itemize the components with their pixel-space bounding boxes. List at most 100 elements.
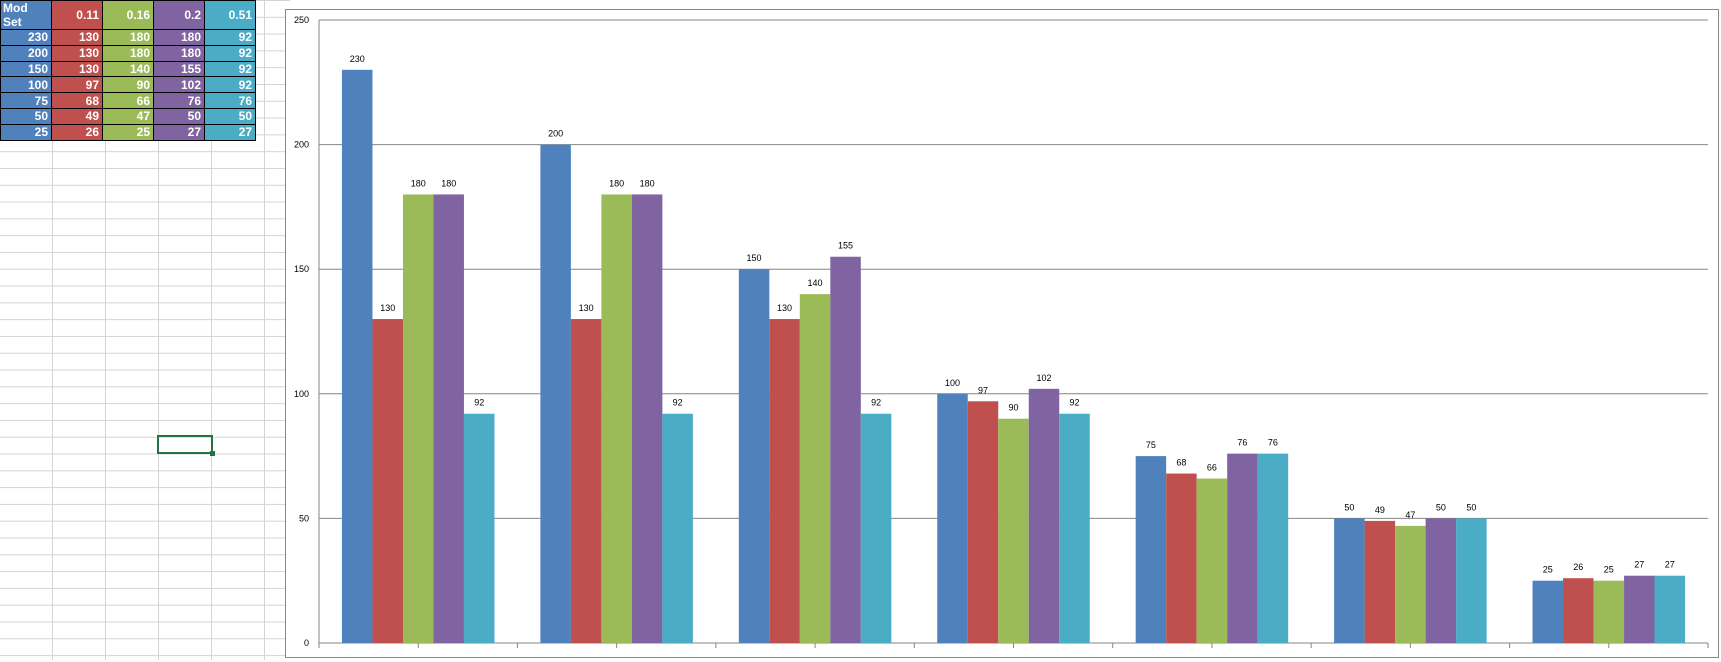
header-cell[interactable]: 0.16	[102, 0, 154, 30]
table-cell[interactable]: 155	[153, 60, 205, 78]
y-tick-label: 100	[294, 389, 309, 399]
data-label: 100	[945, 378, 960, 388]
data-label: 50	[1436, 502, 1446, 512]
data-label: 66	[1207, 463, 1217, 473]
data-label: 130	[777, 303, 792, 313]
header-cell[interactable]: 0.11	[51, 0, 103, 30]
data-label: 130	[579, 303, 594, 313]
table-cell[interactable]: 25	[0, 123, 52, 141]
table-cell[interactable]: 92	[204, 44, 256, 62]
bar	[738, 269, 770, 643]
table-cell[interactable]: 92	[204, 76, 256, 94]
bar	[1059, 413, 1090, 643]
data-label: 25	[1543, 565, 1553, 575]
y-tick-label: 50	[299, 513, 309, 523]
header-cell[interactable]: 0.51	[204, 0, 256, 30]
bar	[1135, 456, 1167, 643]
table-cell[interactable]: 230	[0, 29, 52, 46]
bar	[1593, 580, 1625, 643]
table-cell[interactable]: 97	[51, 76, 103, 94]
table-cell[interactable]: 180	[153, 29, 205, 46]
data-label: 50	[1344, 502, 1354, 512]
bar	[1166, 473, 1197, 643]
bar	[463, 413, 495, 643]
data-table: Mod Set 0.11 0.16 0.2 0.51 230 130 180 180 92 200 1…	[0, 0, 256, 141]
table-cell[interactable]: 66	[102, 92, 154, 109]
table-cell[interactable]: 130	[51, 29, 103, 46]
data-label: 50	[1466, 502, 1476, 512]
header-cell[interactable]: 0.2	[153, 0, 205, 30]
table-row: 75 68 66 76 76	[0, 92, 256, 109]
table-cell[interactable]: 47	[102, 107, 154, 125]
table-row: 25 26 25 27 27	[0, 123, 256, 141]
selected-cell[interactable]	[157, 435, 215, 456]
table-cell[interactable]: 92	[204, 60, 256, 78]
data-label: 25	[1604, 565, 1614, 575]
table-cell[interactable]: 100	[0, 76, 52, 94]
table-cell[interactable]: 68	[51, 92, 103, 109]
bar	[1334, 518, 1365, 643]
table-cell[interactable]: 180	[102, 44, 154, 62]
data-label: 27	[1665, 560, 1675, 570]
table-header-row: Mod Set 0.11 0.16 0.2 0.51	[0, 0, 256, 30]
data-label: 75	[1146, 440, 1156, 450]
bar	[662, 413, 693, 643]
data-label: 47	[1405, 510, 1415, 520]
table-cell[interactable]: 27	[153, 123, 205, 141]
table-cell[interactable]: 49	[51, 107, 103, 125]
data-label: 130	[380, 303, 395, 313]
data-label: 155	[838, 241, 853, 251]
bar	[402, 194, 434, 643]
table-cell[interactable]: 50	[204, 107, 256, 125]
data-label: 68	[1176, 458, 1186, 468]
bar	[1257, 453, 1289, 643]
data-label: 102	[1036, 373, 1051, 383]
table-cell[interactable]: 76	[204, 92, 256, 109]
table-row: 100 97 90 102 92	[0, 76, 256, 94]
bar	[799, 294, 831, 643]
data-label: 92	[474, 398, 484, 408]
bar	[998, 418, 1029, 643]
bar	[1227, 453, 1258, 643]
bar-chart[interactable]: 0 50 100 150 200 250 230 200 150 100 75 50 25 130 130 1…	[285, 9, 1719, 658]
data-label: 27	[1634, 560, 1644, 570]
table-row: 150 130 140 155 92	[0, 60, 256, 78]
bar	[601, 194, 632, 643]
table-cell[interactable]: 180	[153, 44, 205, 62]
bar	[631, 194, 663, 643]
table-cell[interactable]: 90	[102, 76, 154, 94]
table-cell[interactable]: 50	[153, 107, 205, 125]
table-cell[interactable]: 75	[0, 92, 52, 109]
table-cell[interactable]: 180	[102, 29, 154, 46]
table-cell[interactable]: 130	[51, 44, 103, 62]
data-label: 76	[1237, 438, 1247, 448]
data-label: 180	[441, 178, 456, 188]
table-cell[interactable]: 130	[51, 60, 103, 78]
header-cell[interactable]: Mod Set	[0, 0, 52, 30]
table-cell[interactable]: 27	[204, 123, 256, 141]
data-label: 49	[1375, 505, 1385, 515]
y-tick-label: 250	[294, 15, 309, 25]
table-cell[interactable]: 200	[0, 44, 52, 62]
bar	[1196, 478, 1228, 643]
table-cell[interactable]: 26	[51, 123, 103, 141]
data-label: 180	[411, 178, 426, 188]
data-label: 90	[1008, 403, 1018, 413]
table-cell[interactable]: 150	[0, 60, 52, 78]
bar	[433, 194, 464, 643]
data-label: 180	[640, 178, 655, 188]
bar	[540, 144, 571, 643]
data-label: 92	[1069, 398, 1079, 408]
table-cell[interactable]: 25	[102, 123, 154, 141]
bar	[372, 319, 403, 643]
table-cell[interactable]: 92	[204, 29, 256, 46]
bar	[1532, 580, 1564, 643]
bar	[1654, 575, 1686, 643]
table-cell[interactable]: 50	[0, 107, 52, 125]
data-label: 200	[548, 129, 563, 139]
bar	[937, 393, 968, 643]
table-cell[interactable]: 102	[153, 76, 205, 94]
table-cell[interactable]: 140	[102, 60, 154, 78]
bar	[1624, 575, 1655, 643]
table-cell[interactable]: 76	[153, 92, 205, 109]
